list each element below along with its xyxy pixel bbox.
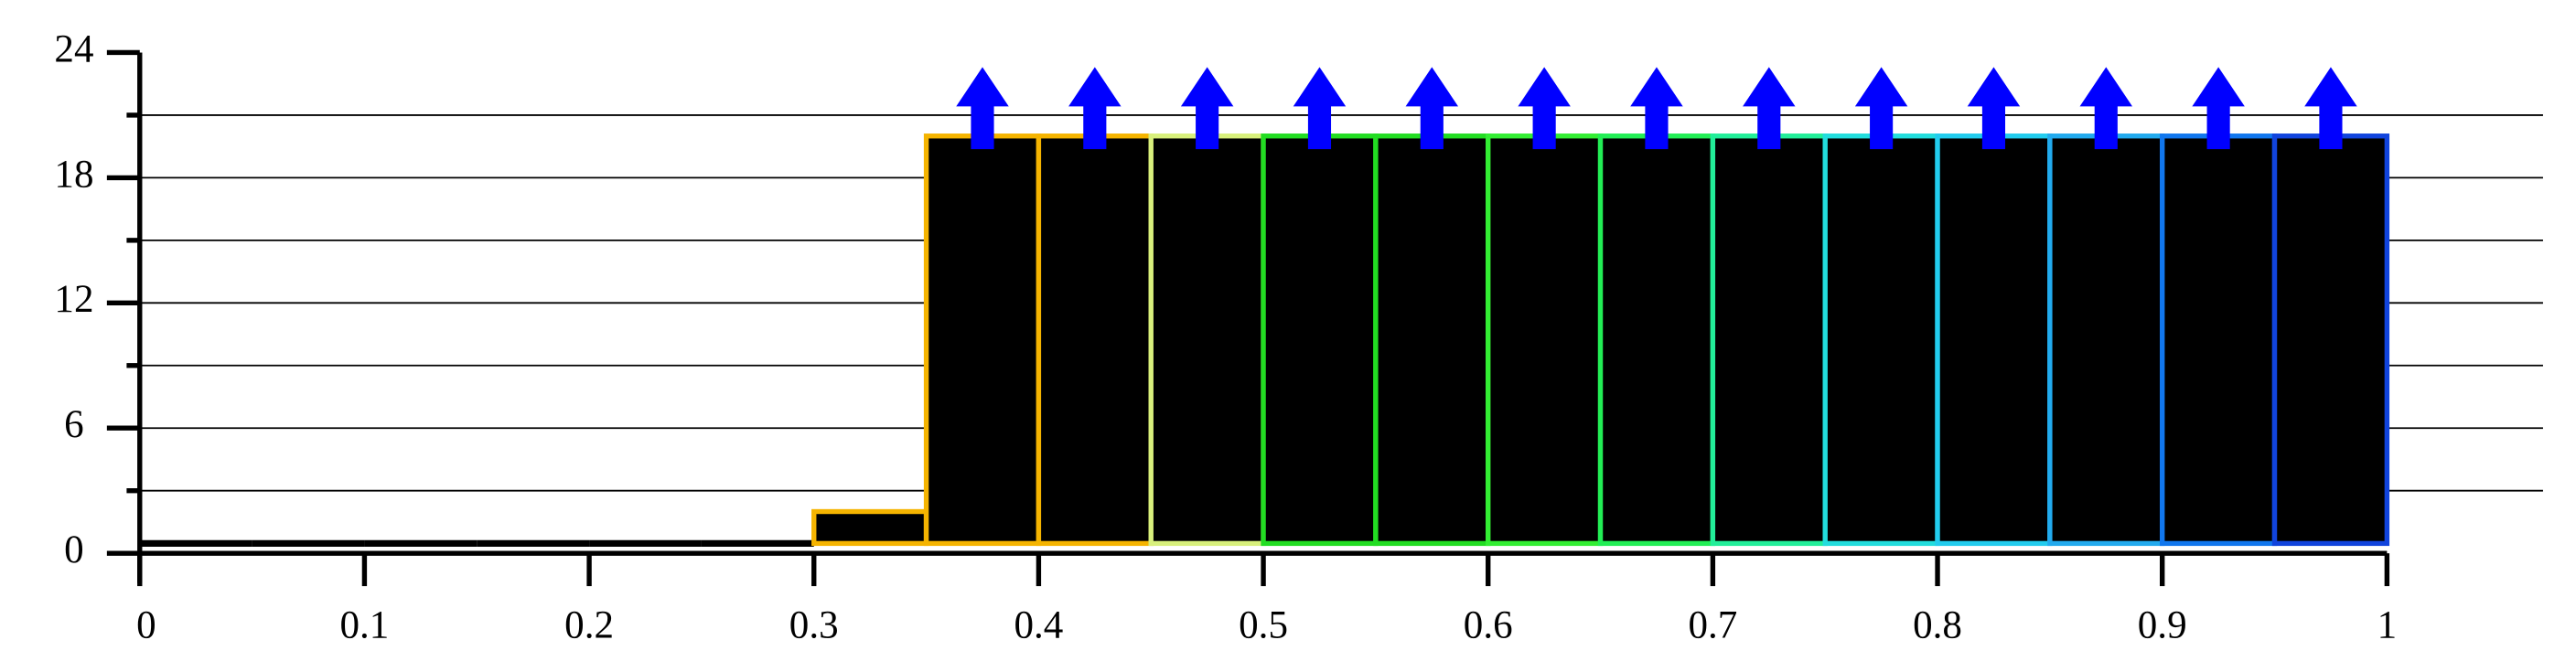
overflow-arrow	[1743, 67, 1796, 150]
bar	[1036, 133, 1154, 547]
y-tick-label: 6	[64, 403, 84, 446]
y-tick-label: 18	[54, 153, 93, 196]
bar	[1148, 133, 1266, 547]
bar	[1373, 133, 1491, 547]
overflow-arrow	[2304, 67, 2357, 150]
x-tick-label: 0.1	[340, 604, 390, 647]
x-tick-label: 0.7	[1688, 604, 1737, 647]
x-tick-label: 0.3	[789, 604, 839, 647]
bar	[1486, 133, 1604, 547]
y-tick-label: 24	[54, 27, 93, 70]
overflow-arrow	[1405, 67, 1459, 150]
bar	[811, 508, 929, 547]
x-tick-label: 0.6	[1464, 604, 1513, 647]
bar	[923, 133, 1042, 547]
x-tick-label: 0.2	[564, 604, 614, 647]
x-tick-label: 1	[2377, 604, 2398, 647]
overflow-arrow	[1068, 67, 1122, 150]
x-tick-label: 0.5	[1239, 604, 1288, 647]
bar	[1261, 133, 1379, 547]
bar	[1710, 133, 1828, 547]
overflow-arrow	[1630, 67, 1683, 150]
y-tick-label: 0	[64, 528, 84, 571]
x-tick-label: 0.4	[1014, 604, 1063, 647]
bar	[2160, 133, 2278, 547]
y-tick-label: 12	[54, 278, 93, 321]
overflow-arrow	[956, 67, 1009, 150]
bar	[2271, 133, 2390, 547]
overflow-arrow	[2192, 67, 2245, 150]
overflow-arrow	[1518, 67, 1571, 150]
overflow-arrow	[1180, 67, 1234, 150]
overflow-arrow	[2079, 67, 2133, 150]
overflow-arrow	[1293, 67, 1347, 150]
bar	[2047, 133, 2165, 547]
x-tick-label: 0	[136, 604, 156, 647]
overflow-arrow	[1854, 67, 1908, 150]
overflow-arrow	[1967, 67, 2021, 150]
bar	[1597, 133, 1716, 547]
x-tick-label: 0.8	[1913, 604, 1962, 647]
bar	[1822, 133, 1940, 547]
x-tick-label: 0.9	[2138, 604, 2187, 647]
bar	[1935, 133, 2053, 547]
